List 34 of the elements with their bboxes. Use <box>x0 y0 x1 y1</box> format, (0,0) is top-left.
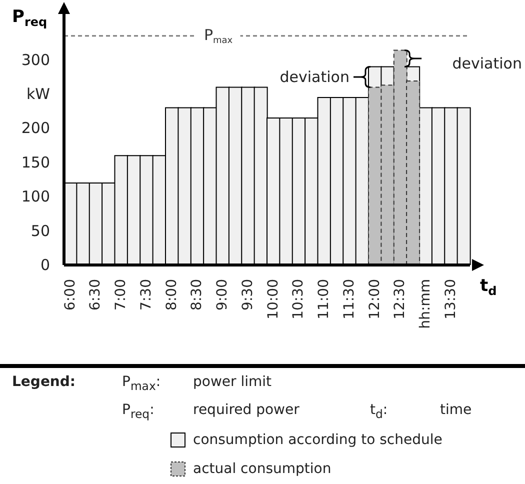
annotation: deviation <box>280 68 350 86</box>
ref-line-label: P$_{max}$ <box>204 26 234 46</box>
x-tick-label: 10:30 <box>290 279 307 320</box>
x-tick-label: 6:00 <box>62 279 78 310</box>
y-tick-label: 100 <box>21 188 50 206</box>
y-tick-label: 300 <box>21 50 50 69</box>
y-tick-label: 0 <box>40 256 50 274</box>
x-tick-label: hh:mm <box>418 279 434 329</box>
y-axis-title: P$_{req}$ <box>12 7 48 29</box>
x-tick-label: 12:30 <box>392 279 408 320</box>
legend-label: actual consumption <box>193 461 332 477</box>
x-tick-label: 7:30 <box>138 279 154 310</box>
y-tick-label: 200 <box>21 119 50 138</box>
legend-label: consumption according to schedule <box>193 432 442 448</box>
text: P$_{max}$: power limit <box>122 374 272 393</box>
x-tick-label: 11:30 <box>341 279 358 320</box>
x-tick-label: 9:00 <box>214 279 231 310</box>
x-tick-label: 6:30 <box>88 279 104 310</box>
x-tick-label: 7:00 <box>113 279 130 310</box>
text: P$_{req}$: required power <box>122 402 300 421</box>
text: t$_{d}$: time <box>370 402 472 421</box>
x-tick-label: 10:00 <box>265 279 282 320</box>
x-tick-label: 12:00 <box>366 279 383 320</box>
x-tick-label: 13:30 <box>442 279 459 320</box>
y-tick-label: 50 <box>30 222 50 240</box>
x-tick-label: 11:00 <box>316 279 332 320</box>
y-tick-label: 150 <box>21 153 50 172</box>
x-tick-label: 8:30 <box>189 279 206 310</box>
y-tick-label: kW <box>26 85 50 104</box>
x-axis-title: t$_{d}$ <box>480 276 497 298</box>
annotation: deviation <box>452 54 522 72</box>
x-tick-label: 9:30 <box>240 279 256 310</box>
legend-title: Legend: <box>12 374 76 390</box>
x-tick-label: 8:00 <box>164 279 180 310</box>
